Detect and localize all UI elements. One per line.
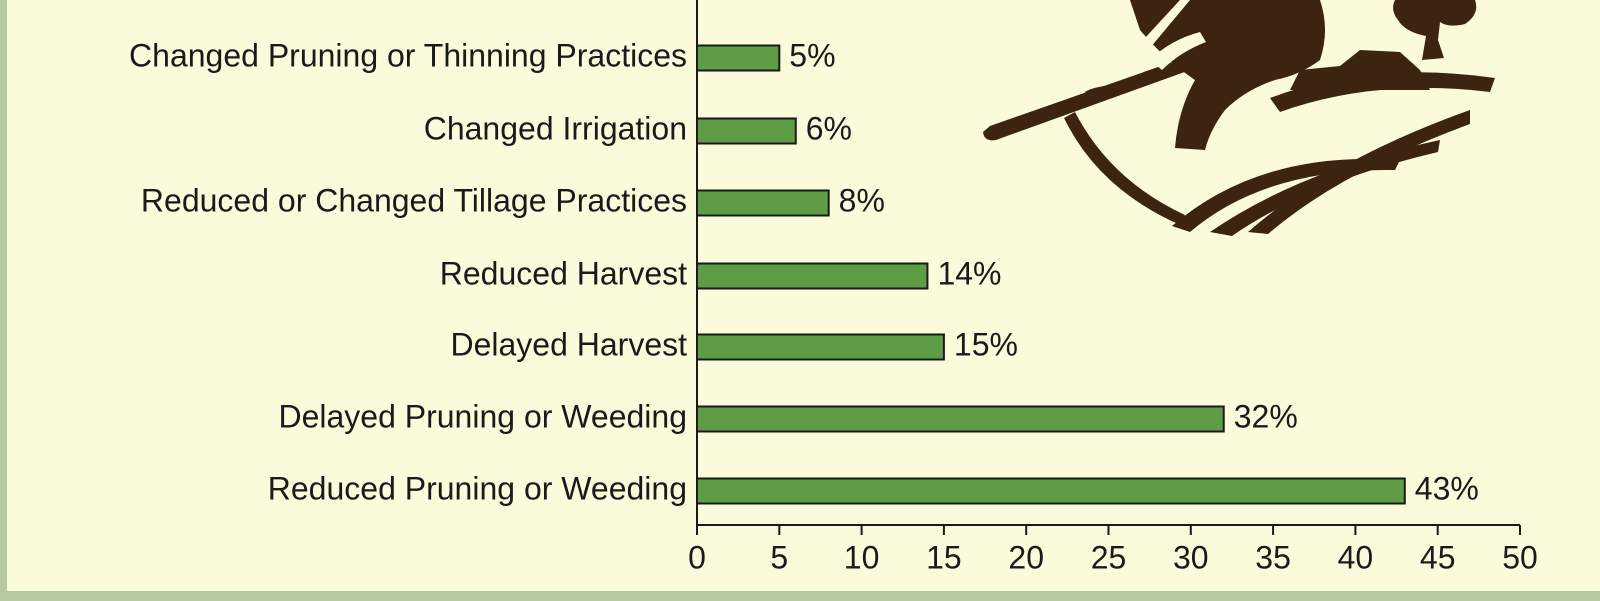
x-tick-label: 45: [1420, 539, 1456, 575]
x-tick-label: 50: [1502, 539, 1538, 575]
category-label: Delayed Pruning or Weeding: [278, 398, 687, 434]
data-label: 15%: [954, 326, 1018, 362]
x-axis: 0 5 10 15 20 25 30 35 40 45 50: [688, 0, 1538, 575]
data-label: 43%: [1415, 470, 1479, 506]
category-label: Delayed Harvest: [450, 326, 687, 362]
category-labels: Incorporated More MachineryChanged Pruni…: [129, 37, 687, 506]
bar: [696, 405, 1225, 433]
x-tick-label: 25: [1091, 539, 1127, 575]
bar: [696, 117, 797, 145]
category-label: Changed Pruning or Thinning Practices: [129, 37, 687, 73]
data-label: 32%: [1234, 398, 1298, 434]
data-label: 6%: [806, 110, 852, 146]
x-tick-label: 0: [688, 539, 706, 575]
data-label: 8%: [839, 182, 885, 218]
bar: [696, 477, 1406, 505]
category-label: Changed Irrigation: [424, 110, 687, 146]
x-tick-label: 20: [1008, 539, 1044, 575]
bar: [696, 189, 830, 217]
category-label: Reduced Pruning or Weeding: [268, 470, 687, 506]
data-label: 5%: [789, 37, 835, 73]
x-tick-label: 30: [1173, 539, 1209, 575]
x-tick-label: 10: [844, 539, 880, 575]
category-label: Reduced Harvest: [440, 255, 687, 291]
category-label: Reduced or Changed Tillage Practices: [141, 182, 687, 218]
x-tick-label: 35: [1255, 539, 1291, 575]
bar: [696, 333, 945, 361]
x-tick-label: 5: [770, 539, 788, 575]
x-tick-label: 15: [926, 539, 962, 575]
bars-layer: [696, 44, 1406, 505]
data-label: 14%: [937, 255, 1001, 291]
value-labels: 5% 6% 8% 14% 15% 32% 43%: [789, 37, 1479, 506]
frame-bottom-border: [0, 591, 1600, 601]
x-tick-label: 40: [1338, 539, 1374, 575]
farmer-with-hoe-icon: [983, 0, 1495, 236]
bar: [696, 262, 929, 290]
bar: [696, 44, 781, 72]
frame-left-border: [0, 0, 7, 601]
